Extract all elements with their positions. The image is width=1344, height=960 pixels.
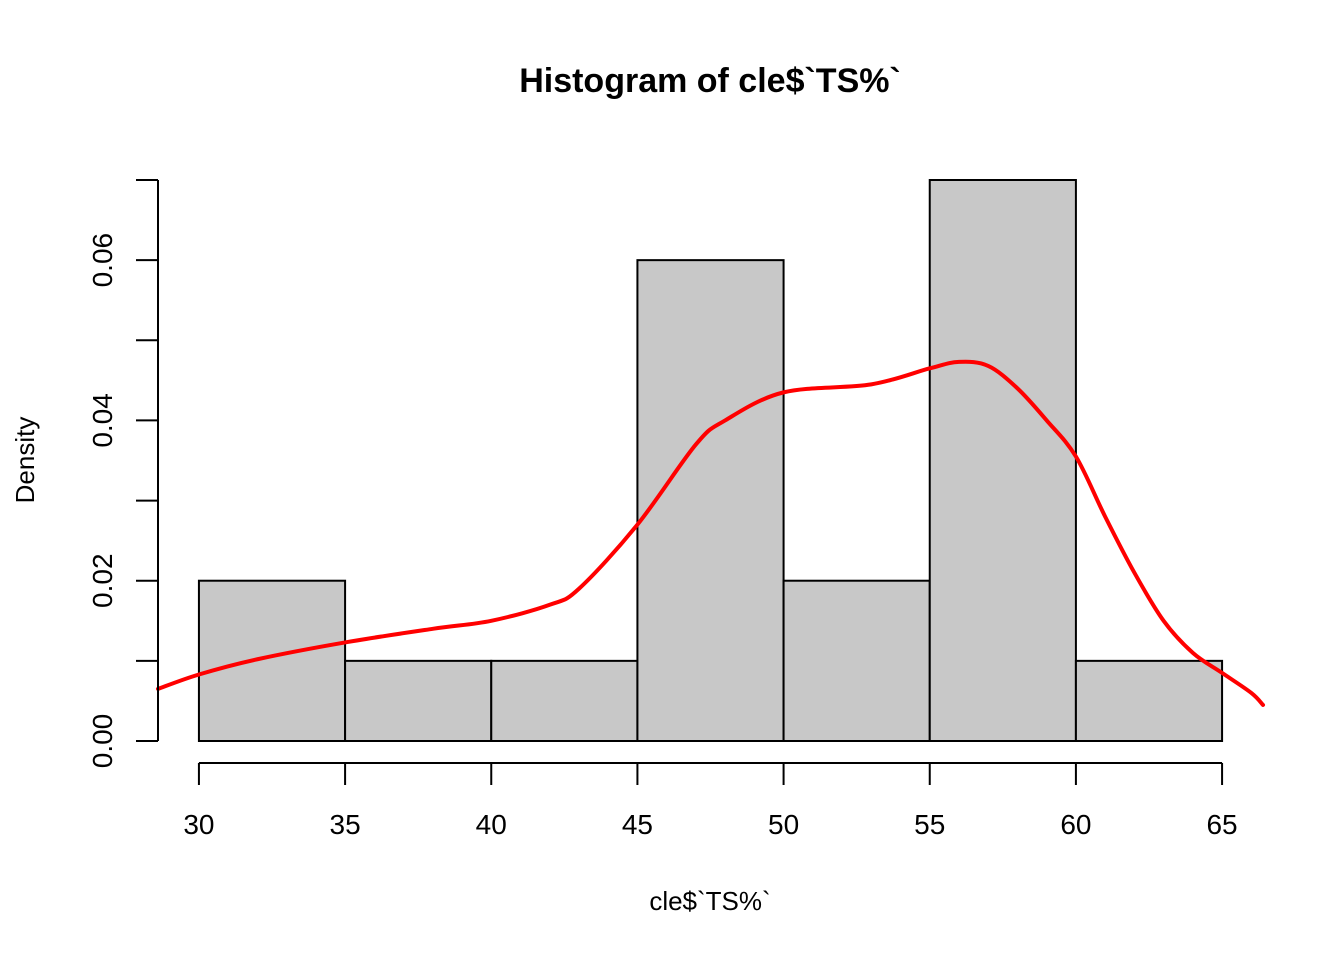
y-tick-label: 0.02 <box>87 553 118 608</box>
histogram-bar <box>490 659 639 742</box>
x-tick-label: 50 <box>768 809 799 840</box>
density-curve <box>156 359 1265 707</box>
histogram-bar <box>636 259 785 742</box>
x-tick-label: 30 <box>183 809 214 840</box>
histogram-bar <box>1074 659 1224 742</box>
histogram-bar <box>197 579 347 743</box>
y-tick-label: 0.06 <box>87 233 118 288</box>
y-axis-label: Density <box>10 417 40 504</box>
x-axis: 30 35 40 45 50 55 60 65 <box>183 762 1238 840</box>
histogram-bar <box>782 579 931 743</box>
y-tick-label: 0.00 <box>87 714 118 769</box>
y-axis: 0.00 0.02 0.04 0.06 <box>87 179 159 769</box>
chart-title: Histogram of cle$`TS%` <box>519 62 901 100</box>
x-axis-label: cle$`TS%` <box>649 886 770 916</box>
y-tick-label: 0.04 <box>87 393 118 448</box>
x-tick-label: 65 <box>1206 809 1237 840</box>
bars-layer <box>197 179 1224 743</box>
x-tick-label: 55 <box>914 809 945 840</box>
x-tick-label: 45 <box>622 809 653 840</box>
histogram-bar <box>928 179 1077 742</box>
x-tick-label: 35 <box>330 809 361 840</box>
histogram-bar <box>344 659 493 742</box>
x-tick-label: 40 <box>476 809 507 840</box>
x-tick-label: 60 <box>1060 809 1091 840</box>
density-curve-layer <box>156 359 1265 707</box>
